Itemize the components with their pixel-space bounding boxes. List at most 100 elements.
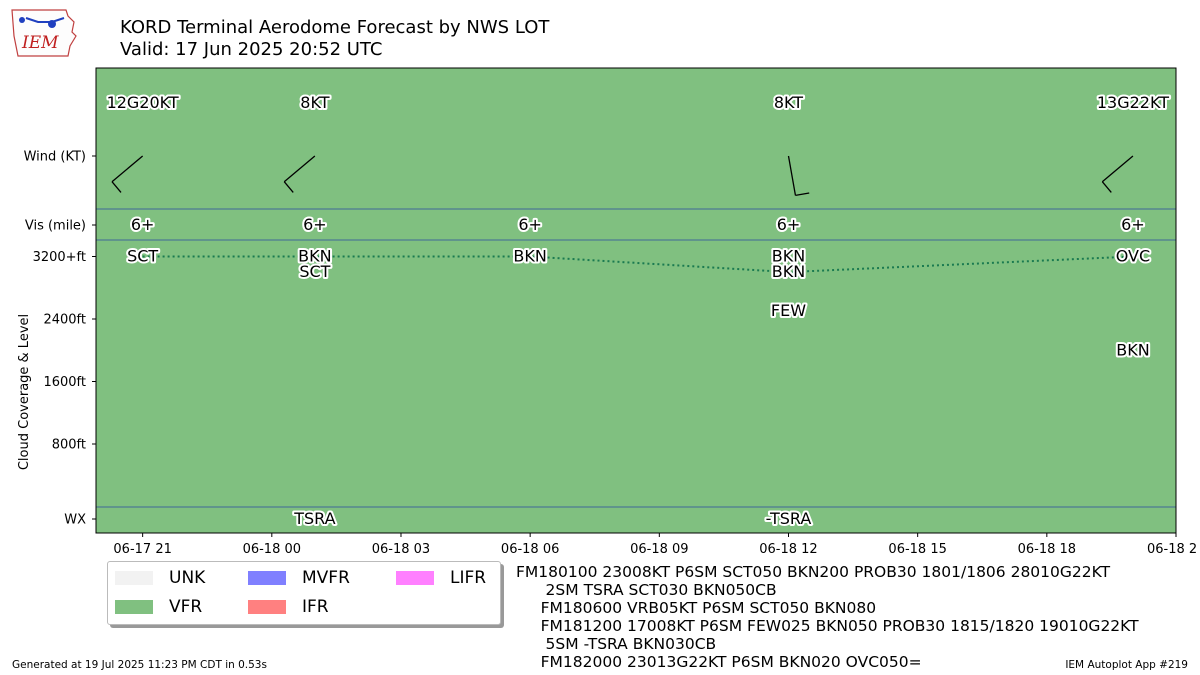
legend-label: VFR: [169, 597, 203, 617]
x-tick-label: 06-18 15: [888, 542, 946, 557]
chart-subtitle: Valid: 17 Jun 2025 20:52 UTC: [120, 39, 383, 60]
wx-label-halo: -TSRA: [766, 509, 812, 528]
visibility-label-halo: 6+: [518, 215, 542, 234]
visibility-label-text: 6+: [131, 215, 155, 234]
legend-swatch: [248, 600, 286, 614]
visibility-label-text: 6+: [518, 215, 542, 234]
cloud-label-halo: BKN: [513, 247, 546, 266]
plot-frame: [95, 67, 1177, 534]
wind-label-text: 12G20KT: [107, 93, 179, 112]
taf-text: FM180100 23008KT P6SM SCT050 BKN200 PROB…: [516, 563, 1139, 671]
wind-barb-flag: [111, 181, 122, 193]
cloud-label-halo: SCT: [127, 247, 158, 266]
wind-label-text: 8KT: [300, 93, 329, 112]
legend-item-mvfr: MVFR: [248, 567, 350, 589]
cloud-label-halo: SCT: [299, 262, 330, 281]
x-tick-label: 06-18 06: [501, 542, 559, 557]
cloud-label-text: FEW: [771, 301, 806, 320]
wind-barb-flag: [283, 181, 294, 193]
legend-swatch: [115, 571, 153, 585]
wind-barb-staff: [787, 155, 797, 196]
wind-barb-staff: [1101, 155, 1134, 183]
cloud-label-halo: BKN: [772, 262, 805, 281]
legend-item-vfr: VFR: [115, 596, 202, 618]
visibility-label-halo: 6+: [303, 215, 327, 234]
cloud-label-text: BKN: [298, 247, 331, 266]
x-tick-label: 06-18 12: [759, 542, 817, 557]
legend-item-ifr: IFR: [248, 596, 329, 618]
visibility-label: 6+6+: [301, 213, 329, 236]
plot-background: [96, 68, 1176, 533]
visibility-label-text: 6+: [777, 215, 801, 234]
legend-label: UNK: [169, 568, 206, 588]
cloud-label-text: BKN: [772, 262, 805, 281]
wind-label-halo: 8KT: [774, 93, 803, 112]
x-tick-label: 06-18 03: [372, 542, 430, 557]
legend-label: LIFR: [450, 568, 487, 588]
footer-generated: Generated at 19 Jul 2025 11:23 PM CDT in…: [12, 659, 267, 671]
x-tick-label: 06-18 2: [1147, 542, 1197, 557]
visibility-label-text: 6+: [1121, 215, 1145, 234]
iem-logo: IEM: [11, 9, 77, 57]
cloud-label-text: BKN: [1116, 340, 1149, 359]
cloud-label-halo: BKN: [1116, 340, 1149, 359]
cloud-label-halo: BKN: [772, 247, 805, 266]
y-tick-label: Wind (KT): [24, 150, 86, 165]
wind-label-text: 13G22KT: [1097, 93, 1169, 112]
taf-line: 5SM -TSRA BKN030CB: [516, 635, 717, 653]
taf-line: FM180600 VRB05KT P6SM SCT050 BKN080: [516, 599, 877, 617]
x-tick-label: 06-18 09: [630, 542, 688, 557]
cloud-label-text: BKN: [772, 247, 805, 266]
y-tick-label: 800ft: [52, 438, 86, 453]
visibility-label: 6+6+: [1119, 213, 1147, 236]
legend: UNK VFR MVFR IFR LIFR: [107, 561, 501, 625]
wind-label-halo: 12G20KT: [107, 93, 179, 112]
wind-label-text: 8KT: [774, 93, 803, 112]
legend-item-unk: UNK: [115, 567, 205, 589]
legend-swatch: [115, 600, 153, 614]
cloud-label-halo: OVC: [1116, 247, 1150, 266]
chart-title: KORD Terminal Aerodome Forecast by NWS L…: [120, 17, 550, 38]
wx-label-text: -TSRA: [766, 509, 812, 528]
wind-barb-flag: [795, 192, 810, 197]
visibility-label-halo: 6+: [1121, 215, 1145, 234]
taf-line: FM182000 23013G22KT P6SM BKN020 OVC050=: [516, 653, 922, 671]
visibility-label: 6+6+: [775, 213, 803, 236]
legend-label: MVFR: [302, 568, 350, 588]
wind-label-halo: 8KT: [300, 93, 329, 112]
taf-line: FM181200 17008KT P6SM FEW025 BKN050 PROB…: [516, 617, 1139, 635]
visibility-label: 6+6+: [516, 213, 544, 236]
visibility-label: 6+6+: [129, 213, 157, 236]
y-tick-label: 2400ft: [43, 313, 86, 328]
y-tick-label: Vis (mile): [25, 219, 86, 234]
wind-label-halo: 13G22KT: [1097, 93, 1169, 112]
legend-label: IFR: [302, 597, 329, 617]
cloud-label-text: BKN: [513, 247, 546, 266]
legend-swatch: [396, 571, 434, 585]
x-tick-label: 06-18 00: [243, 542, 301, 557]
visibility-label-text: 6+: [303, 215, 327, 234]
cloud-label-halo: FEW: [771, 301, 806, 320]
x-tick-label: 06-18 18: [1018, 542, 1076, 557]
cloud-label-text: SCT: [127, 247, 158, 266]
footer-app: IEM Autoplot App #219: [1065, 659, 1188, 671]
legend-swatch: [248, 571, 286, 585]
x-tick-label: 06-17 21: [113, 542, 171, 557]
taf-line: FM180100 23008KT P6SM SCT050 BKN200 PROB…: [516, 563, 1111, 581]
legend-item-lifr: LIFR: [396, 567, 486, 589]
ceiling-line: [142, 255, 1133, 274]
wind-barb-staff: [283, 155, 316, 183]
